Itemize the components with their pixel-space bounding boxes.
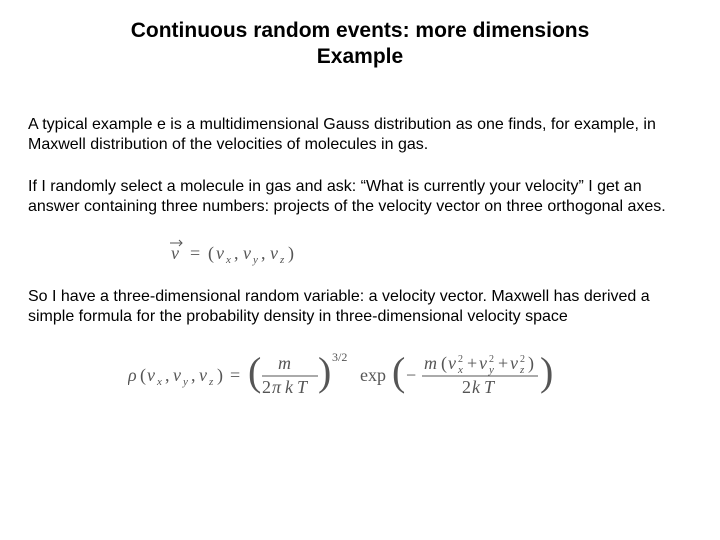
svg-text:(: (: [140, 365, 146, 386]
svg-text:v: v: [147, 365, 155, 385]
svg-text:y: y: [488, 364, 494, 376]
equation-maxwell-density: ρ ( vx , vy , vz ) = ( m 2 π k T ): [128, 349, 692, 405]
svg-text:x: x: [225, 254, 231, 266]
svg-text:,: ,: [191, 365, 196, 385]
svg-text:m: m: [278, 353, 291, 373]
svg-text:2: 2: [262, 377, 271, 397]
svg-text:T: T: [297, 377, 309, 397]
svg-text:v: v: [243, 243, 251, 263]
svg-text:v: v: [479, 353, 487, 373]
svg-text:−: −: [406, 365, 416, 385]
svg-text:z: z: [208, 376, 214, 388]
svg-text:m: m: [424, 353, 437, 373]
svg-text:+: +: [498, 353, 508, 373]
svg-text:x: x: [156, 376, 162, 388]
svg-text:): ): [288, 243, 294, 264]
svg-text:y: y: [182, 376, 188, 388]
svg-text:T: T: [484, 377, 496, 397]
svg-text:3/2: 3/2: [332, 350, 347, 364]
title-line-2: Example: [317, 45, 403, 68]
svg-text:2: 2: [462, 377, 471, 397]
svg-text:(: (: [248, 349, 261, 394]
svg-text:=: =: [190, 243, 200, 263]
svg-text:(: (: [392, 349, 405, 394]
svg-text:π: π: [272, 377, 282, 397]
svg-text:): ): [318, 349, 331, 394]
svg-text:ρ: ρ: [128, 365, 137, 385]
svg-text:): ): [528, 353, 534, 374]
svg-text:,: ,: [165, 365, 170, 385]
svg-text:+: +: [467, 353, 477, 373]
equation-velocity-vector: v = ( vx , vy , vz ): [168, 239, 692, 267]
svg-text:k: k: [472, 377, 481, 397]
svg-text:z: z: [519, 364, 525, 376]
svg-text:v: v: [510, 353, 518, 373]
svg-text:(: (: [441, 353, 447, 374]
svg-text:v: v: [270, 243, 278, 263]
svg-text:=: =: [230, 365, 240, 385]
page-title: Continuous random events: more dimension…: [28, 18, 692, 71]
paragraph-1: A typical example e is a multidimensiona…: [28, 115, 692, 155]
svg-text:(: (: [208, 243, 214, 264]
svg-text:v: v: [173, 365, 181, 385]
svg-text:v: v: [171, 243, 179, 263]
svg-text:exp: exp: [360, 365, 386, 385]
paragraph-2: If I randomly select a molecule in gas a…: [28, 177, 692, 217]
svg-text:): ): [540, 349, 553, 394]
svg-text:): ): [217, 365, 223, 386]
title-line-1: Continuous random events: more dimension…: [131, 19, 590, 42]
svg-text:y: y: [252, 254, 258, 266]
slide-page: Continuous random events: more dimension…: [0, 0, 720, 540]
svg-text:x: x: [457, 364, 463, 376]
svg-text:k: k: [285, 377, 294, 397]
svg-text:v: v: [448, 353, 456, 373]
paragraph-3: So I have a three-dimensional random var…: [28, 287, 692, 327]
svg-text:,: ,: [261, 243, 266, 263]
svg-text:v: v: [216, 243, 224, 263]
svg-text:z: z: [279, 254, 285, 266]
svg-text:v: v: [199, 365, 207, 385]
svg-text:,: ,: [234, 243, 239, 263]
